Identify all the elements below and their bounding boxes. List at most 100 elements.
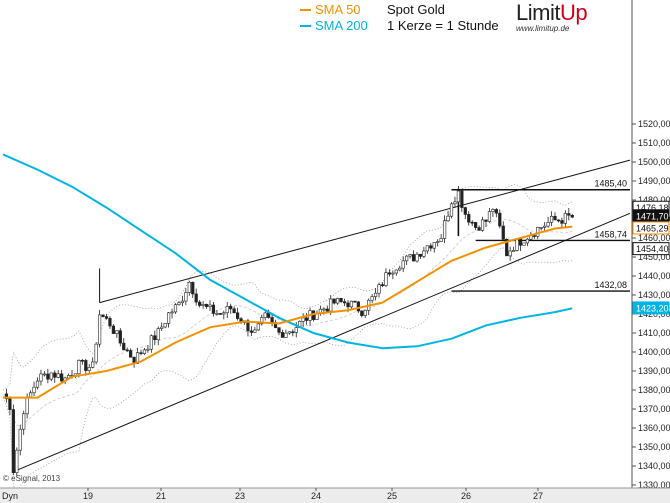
- candle-body: [53, 372, 57, 378]
- moving-averages: [2, 153, 573, 399]
- trendline-1: [13, 212, 631, 473]
- candle-body: [377, 284, 381, 294]
- sma200-line: [2, 153, 573, 350]
- time-axis-band: [0, 488, 670, 503]
- candle-body: [418, 253, 423, 257]
- candle-body: [560, 220, 564, 224]
- candle-body: [346, 302, 350, 308]
- legend-swatch-sma50: [300, 9, 311, 11]
- candle-body: [170, 311, 174, 314]
- candle-body: [525, 238, 529, 244]
- limitup-logo: LimitUp www.limitup.de: [516, 0, 596, 40]
- candle-body: [384, 272, 388, 287]
- candle-body: [411, 254, 416, 262]
- candle-body: [380, 284, 385, 287]
- corner-label: Dyn: [2, 491, 18, 501]
- candle-body: [173, 304, 178, 313]
- candle-body: [139, 352, 143, 354]
- candle-body: [42, 373, 46, 376]
- candle-body: [246, 320, 250, 332]
- candle-body: [356, 301, 360, 312]
- candle-body: [498, 212, 502, 227]
- candle-body: [108, 318, 112, 327]
- chart-title: Spot Gold: [387, 2, 445, 17]
- candle-body: [373, 292, 378, 297]
- level-lines: 1485,40 1458,74 1432,08: [451, 179, 630, 292]
- candle-body: [218, 313, 222, 315]
- candle-body: [553, 215, 557, 221]
- candle-body: [77, 359, 81, 375]
- legend-label-sma50: SMA 50: [315, 2, 361, 17]
- candle-body: [8, 398, 12, 410]
- candle-body: [156, 328, 160, 341]
- candle-body: [263, 312, 267, 318]
- price-marker-label: 1454,40: [636, 244, 669, 254]
- candle-body: [511, 250, 516, 252]
- candle-body: [494, 209, 498, 214]
- candle-body: [129, 350, 133, 358]
- candle-body: [325, 308, 329, 312]
- time-tick-label: 23: [235, 491, 245, 501]
- candles: [4, 186, 574, 477]
- candle-body: [329, 298, 333, 312]
- price-marker-label: 1423,20: [636, 303, 669, 313]
- price-tick-label: 1430,00: [638, 290, 670, 300]
- candle-body: [60, 373, 64, 382]
- logo-url: www.limitup.de: [516, 24, 570, 33]
- candle-body: [453, 201, 457, 205]
- price-tick-label: 1370,00: [638, 404, 670, 414]
- candle-body: [177, 302, 181, 306]
- chart-subtitle: 1 Kerze = 1 Stunde: [387, 18, 499, 33]
- time-tick-label: 21: [156, 491, 166, 501]
- candle-body: [87, 367, 91, 371]
- candle-body: [98, 314, 102, 345]
- candle-body: [160, 326, 164, 329]
- level-label-2: 1458,74: [594, 229, 627, 239]
- time-tick-label: 19: [83, 491, 93, 501]
- price-tick-label: 1450,00: [638, 252, 670, 262]
- candle-body: [425, 245, 429, 252]
- candle-body: [101, 314, 105, 317]
- price-marker-label: 1476,18: [636, 203, 669, 213]
- candle-body: [563, 213, 567, 224]
- logo-wordmark: LimitUp: [516, 0, 596, 26]
- price-marker-box: [632, 221, 670, 235]
- price-marker-box: [632, 301, 670, 315]
- candle-body: [477, 227, 481, 231]
- price-tick-label: 1390,00: [638, 366, 670, 376]
- candle-body: [522, 242, 526, 246]
- candle-body: [284, 332, 288, 338]
- candle-body: [474, 222, 478, 228]
- candle-body: [84, 360, 88, 371]
- candle-body: [249, 330, 254, 333]
- candle-body: [291, 331, 295, 334]
- time-axis: 19 21 23 24 25 26 27 Dyn © eSignal, 2013: [0, 474, 670, 503]
- logo-word-up: Up: [559, 0, 588, 25]
- candle-body: [398, 267, 402, 271]
- candle-body: [442, 220, 447, 239]
- sma50-line: [3, 225, 573, 399]
- price-tick-label: 1440,00: [638, 271, 670, 281]
- source-credit: © eSignal, 2013: [3, 474, 61, 483]
- time-tick-label: 27: [533, 491, 543, 501]
- candle-body: [463, 207, 467, 215]
- price-marker-label: 1465,29: [636, 223, 669, 233]
- candle-body: [135, 352, 140, 364]
- candle-body: [387, 272, 392, 275]
- candle-body: [204, 304, 209, 307]
- candle-body: [408, 254, 412, 257]
- candle-body: [370, 296, 374, 301]
- candle-body: [349, 300, 354, 308]
- legend-label-sma200: SMA 200: [315, 18, 368, 33]
- candle-body: [460, 190, 464, 208]
- price-tick-label: 1380,00: [638, 385, 670, 395]
- price-tick-label: 1340,00: [638, 461, 670, 471]
- candle-body: [546, 222, 550, 227]
- candle-body: [301, 317, 305, 322]
- candle-body: [549, 215, 554, 223]
- price-tick-label: 1500,00: [638, 157, 670, 167]
- candle-body: [342, 301, 347, 304]
- candle-body: [339, 298, 343, 302]
